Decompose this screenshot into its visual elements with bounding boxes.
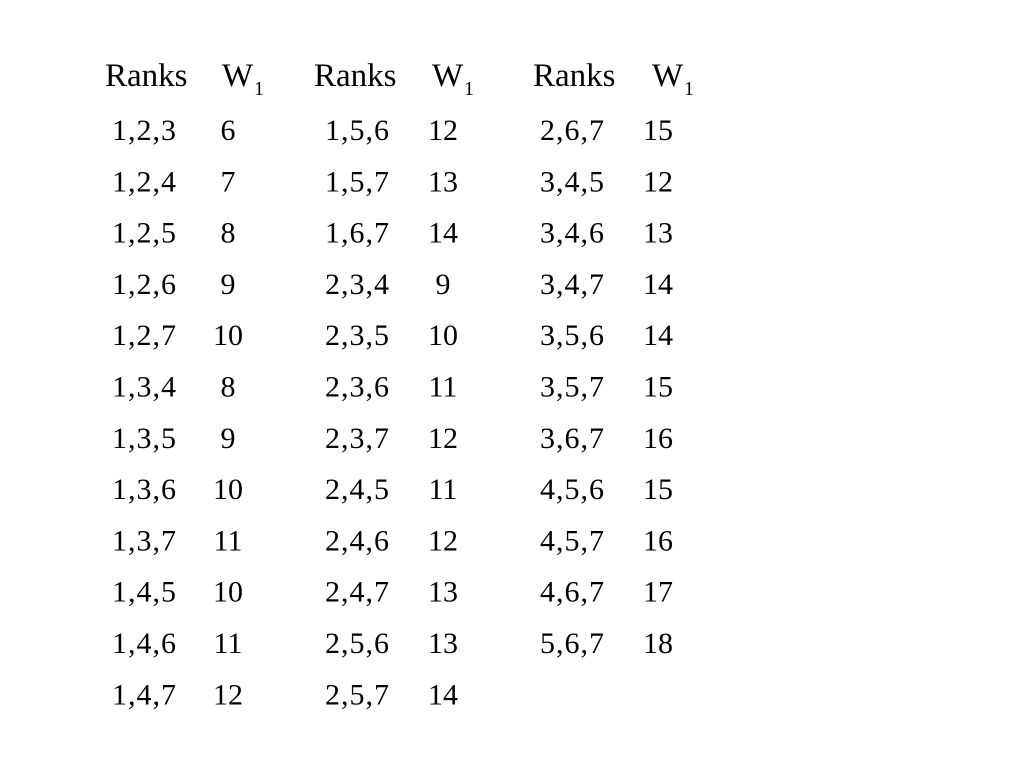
header-w: W bbox=[432, 58, 464, 94]
w-cell: 12 bbox=[213, 678, 243, 711]
ranks-cell: 3,5,7 bbox=[540, 371, 605, 404]
w-cell: 11 bbox=[429, 473, 458, 506]
header-w-subscript: 1 bbox=[464, 78, 474, 100]
w-cell: 13 bbox=[643, 217, 673, 250]
ranks-cell: 2,3,6 bbox=[325, 371, 390, 404]
w-cell: 14 bbox=[428, 217, 458, 250]
ranks-cell: 1,5,7 bbox=[325, 165, 390, 198]
ranks-cell: 2,3,5 bbox=[325, 319, 390, 352]
ranks-cell: 1,6,7 bbox=[325, 217, 390, 250]
w-cell: 16 bbox=[643, 422, 673, 455]
w-cell: 12 bbox=[643, 165, 673, 198]
w-cell: 14 bbox=[428, 678, 458, 711]
w-cell: 8 bbox=[221, 371, 236, 404]
w-cell: 12 bbox=[428, 524, 458, 557]
w-cell: 6 bbox=[221, 114, 236, 147]
w-cell: 9 bbox=[436, 268, 451, 301]
w-cell: 13 bbox=[428, 576, 458, 609]
ranks-cell: 1,3,6 bbox=[112, 473, 177, 506]
ranks-cell: 1,2,5 bbox=[112, 217, 177, 250]
ranks-cell: 3,4,5 bbox=[540, 165, 605, 198]
ranks-cell: 2,5,7 bbox=[325, 678, 390, 711]
ranks-cell: 3,4,7 bbox=[540, 268, 605, 301]
w-cell: 9 bbox=[221, 268, 236, 301]
ranks-cell: 1,2,3 bbox=[112, 114, 177, 147]
w-cell: 10 bbox=[213, 473, 243, 506]
w-cell: 16 bbox=[643, 524, 673, 557]
w-cell: 13 bbox=[428, 165, 458, 198]
ranks-cell: 3,5,6 bbox=[540, 319, 605, 352]
ranks-cell: 1,2,6 bbox=[112, 268, 177, 301]
w-cell: 18 bbox=[643, 627, 673, 660]
ranks-cell: 1,3,7 bbox=[112, 524, 177, 557]
header-ranks: Ranks bbox=[105, 58, 188, 94]
ranks-cell: 3,4,6 bbox=[540, 217, 605, 250]
ranks-cell: 1,4,7 bbox=[112, 678, 177, 711]
ranks-cell: 1,4,5 bbox=[112, 576, 177, 609]
w-cell: 10 bbox=[213, 319, 243, 352]
column-group: Ranks W 1 1,2,3 6 1,2,4 7 1,2,5 8 1,2,6 9 1,2,7 10 1,… bbox=[105, 58, 264, 711]
ranks-cell: 1,5,6 bbox=[325, 114, 390, 147]
w-cell: 10 bbox=[428, 319, 458, 352]
ranks-cell: 2,5,6 bbox=[325, 627, 390, 660]
ranks-cell: 1,3,5 bbox=[112, 422, 177, 455]
ranks-cell: 2,3,4 bbox=[325, 268, 390, 301]
ranks-cell: 2,4,6 bbox=[325, 524, 390, 557]
ranks-cell: 4,6,7 bbox=[540, 576, 605, 609]
ranks-cell: 1,3,4 bbox=[112, 371, 177, 404]
ranks-cell: 2,4,5 bbox=[325, 473, 390, 506]
w-cell: 11 bbox=[214, 627, 243, 660]
w-cell: 15 bbox=[643, 114, 673, 147]
w-cell: 7 bbox=[221, 165, 236, 198]
header-ranks: Ranks bbox=[314, 58, 397, 94]
ranks-cell: 2,3,7 bbox=[325, 422, 390, 455]
header-w: W bbox=[222, 58, 254, 94]
w-cell: 12 bbox=[428, 114, 458, 147]
ranks-cell: 1,2,7 bbox=[112, 319, 177, 352]
header-w-subscript: 1 bbox=[684, 78, 694, 100]
ranks-cell: 1,4,6 bbox=[112, 627, 177, 660]
w-cell: 17 bbox=[643, 576, 673, 609]
w-cell: 14 bbox=[643, 268, 673, 301]
ranks-cell: 4,5,6 bbox=[540, 473, 605, 506]
header-ranks: Ranks bbox=[533, 58, 616, 94]
w-cell: 8 bbox=[221, 217, 236, 250]
ranks-cell: 2,4,7 bbox=[325, 576, 390, 609]
header-w-subscript: 1 bbox=[254, 78, 264, 100]
w-cell: 11 bbox=[429, 371, 458, 404]
w-cell: 12 bbox=[428, 422, 458, 455]
header-w: W bbox=[652, 58, 684, 94]
ranks-cell: 1,2,4 bbox=[112, 165, 177, 198]
column-group: Ranks W 1 1,5,6 12 1,5,7 13 1,6,7 14 2,3,4 9 2,3,5 1… bbox=[314, 58, 474, 711]
w-cell: 15 bbox=[643, 371, 673, 404]
ranks-cell: 3,6,7 bbox=[540, 422, 605, 455]
ranks-cell: 4,5,7 bbox=[540, 524, 605, 557]
column-group: Ranks W 1 2,6,7 15 3,4,5 12 3,4,6 13 3,4,7 14 3,5,6… bbox=[533, 58, 694, 660]
w-cell: 15 bbox=[643, 473, 673, 506]
w-cell: 13 bbox=[428, 627, 458, 660]
w-cell: 11 bbox=[214, 524, 243, 557]
w-cell: 14 bbox=[643, 319, 673, 352]
w-cell: 10 bbox=[213, 576, 243, 609]
w-cell: 9 bbox=[221, 422, 236, 455]
ranks-cell: 2,6,7 bbox=[540, 114, 605, 147]
ranks-cell: 5,6,7 bbox=[540, 627, 605, 660]
